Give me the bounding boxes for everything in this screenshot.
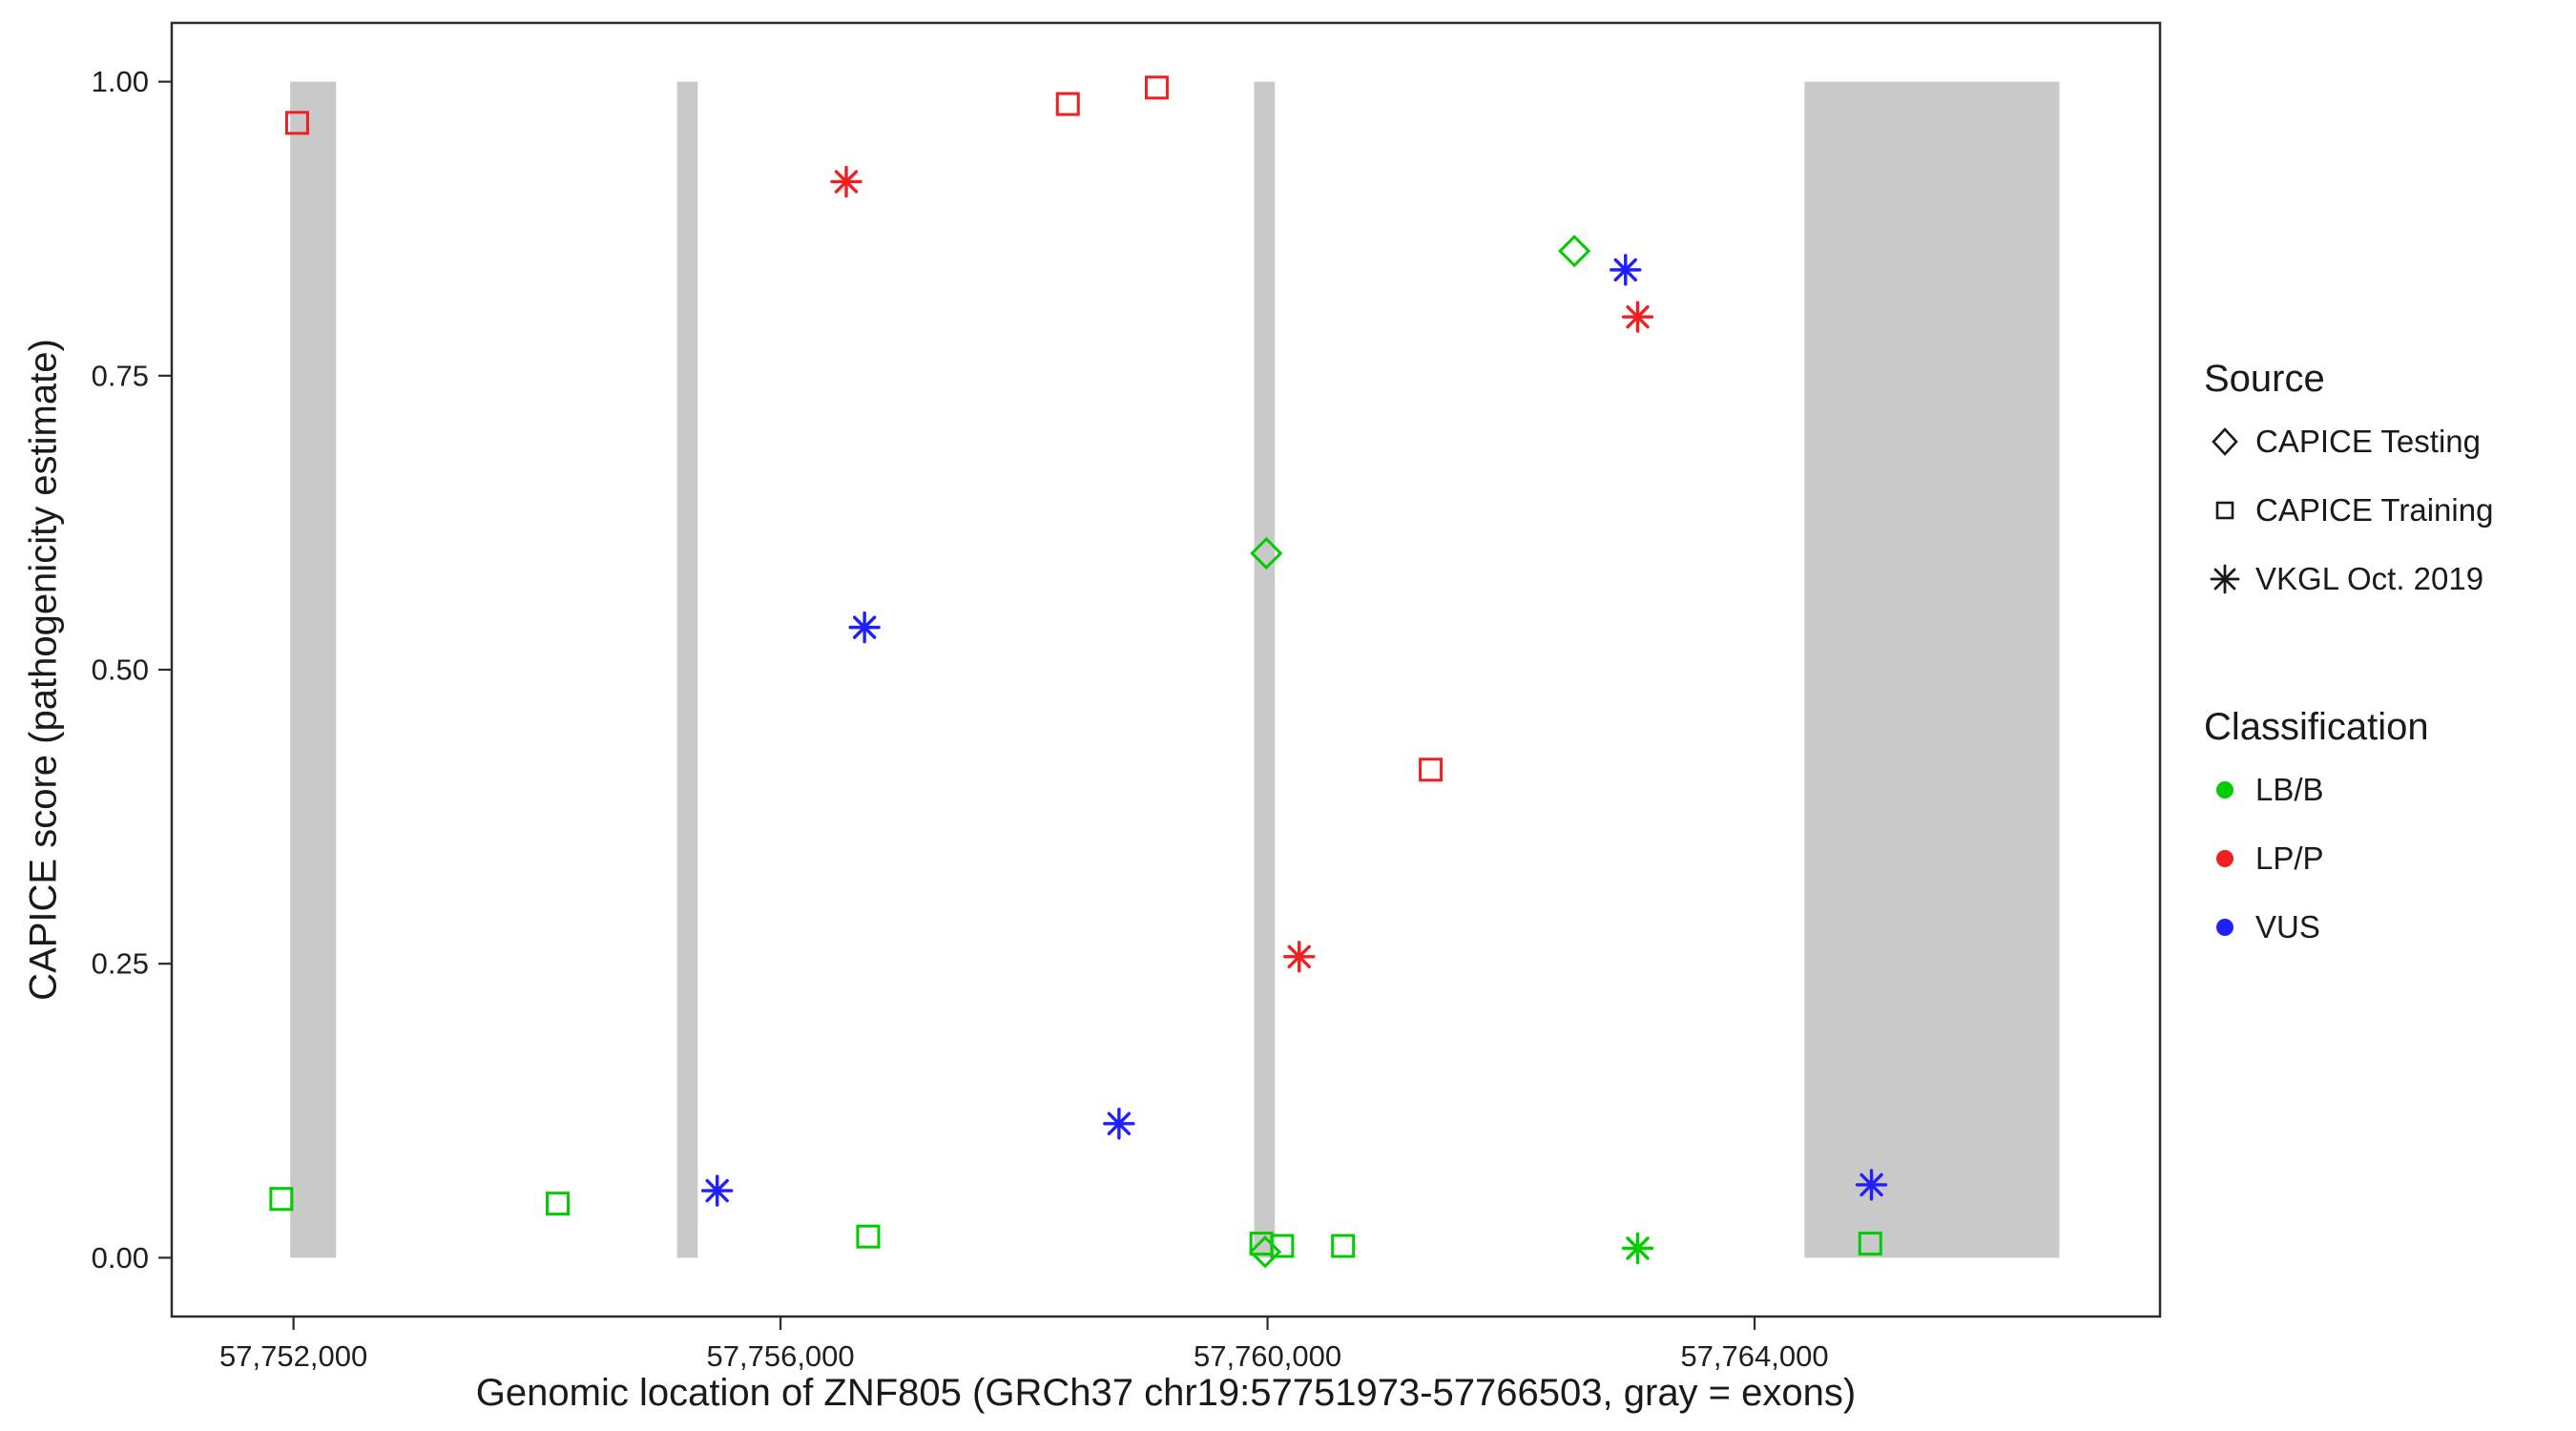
y-axis-title: CAPICE score (pathogenicity estimate) [22,339,65,1001]
legend-label: VUS [2255,909,2320,944]
x-tick-label: 57,760,000 [1194,1339,1341,1373]
y-tick-label: 0.75 [92,359,149,392]
y-tick-label: 1.00 [92,65,149,98]
x-tick-label: 57,764,000 [1680,1339,1828,1373]
legend-classification-title: Classification [2204,706,2429,748]
data-point-square [1144,75,1169,100]
diamond-icon [2212,427,2238,456]
legend-item-vus: VUS [2204,893,2566,962]
data-point-asterisk [1855,1169,1888,1201]
data-point-asterisk [830,165,862,198]
legend-label: CAPICE Training [2255,492,2494,528]
x-tick-label: 57,756,000 [707,1339,855,1373]
data-point-square [1858,1232,1882,1256]
x-axis-title: Genomic location of ZNF805 (GRCh37 chr19… [475,1372,1857,1414]
square-icon [2215,501,2234,520]
y-tick-label: 0.25 [92,947,149,981]
data-point-asterisk [1621,1232,1654,1265]
data-point-diamond [1558,235,1591,268]
data-point-asterisk [1621,301,1654,333]
y-tick-label: 0.50 [92,653,149,687]
exon-band [290,81,337,1258]
blue-dot-icon [2216,919,2233,936]
y-tick-label: 0.00 [92,1241,149,1275]
legend-item-lbb: LB/B [2204,756,2566,824]
data-point-square [1270,1234,1295,1258]
data-point-square [269,1187,294,1212]
data-point-asterisk [1103,1108,1135,1140]
data-point-diamond [1248,1235,1282,1269]
exon-band [1254,81,1276,1258]
legend-source: Source CAPICE Testing CAPICE Training [2204,356,2566,613]
legend-label: VKGL Oct. 2019 [2255,561,2484,596]
x-tick-label: 57,752,000 [219,1339,367,1373]
legend-item-capice-testing: CAPICE Testing [2204,407,2566,476]
legend-label: LP/P [2255,840,2324,876]
data-point-square [1055,92,1080,116]
data-point-asterisk [701,1174,734,1207]
green-dot-icon [2216,781,2233,798]
exon-band [676,81,698,1258]
data-point-square [1419,757,1444,782]
data-point-asterisk [848,611,881,644]
legend-label: LB/B [2255,772,2324,807]
data-point-square [856,1224,881,1249]
red-dot-icon [2216,850,2233,867]
legend-item-capice-training: CAPICE Training [2204,476,2566,545]
legend-source-title: Source [2204,358,2325,400]
data-point-asterisk [1283,941,1316,973]
legend-item-lpp: LP/P [2204,824,2566,893]
legend-classification: Classification LB/B LP/P VUS [2204,704,2566,962]
data-point-diamond [1250,536,1283,570]
data-point-square [284,111,309,135]
data-point-square [1331,1234,1356,1258]
data-point-asterisk [1610,254,1642,286]
exon-band [1804,81,2060,1258]
legend-label: CAPICE Testing [2255,424,2481,459]
data-point-square [546,1192,571,1216]
asterisk-icon [2210,564,2240,594]
legend-item-vkgl: VKGL Oct. 2019 [2204,545,2566,613]
